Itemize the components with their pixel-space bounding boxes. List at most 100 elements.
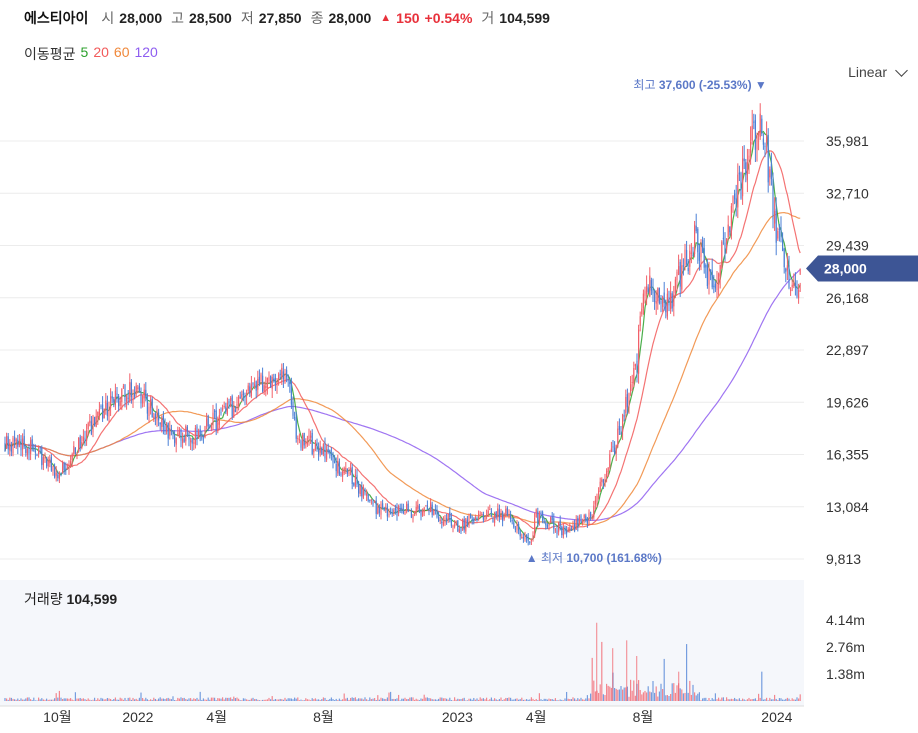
volume-bar	[622, 689, 624, 701]
candle	[796, 280, 798, 299]
candle	[30, 437, 32, 461]
volume-bar	[180, 697, 182, 701]
candle	[407, 500, 409, 513]
volume-bar	[380, 697, 382, 701]
candle	[625, 389, 627, 420]
candle	[305, 438, 307, 449]
volume-bar	[438, 698, 440, 701]
volume-bar	[580, 697, 582, 701]
candle	[201, 430, 203, 441]
volume-bar	[210, 697, 212, 701]
candle	[6, 432, 8, 449]
candle	[774, 197, 776, 231]
candle	[231, 394, 233, 421]
candle	[302, 432, 304, 451]
volume-bar	[142, 697, 144, 701]
candle	[95, 409, 97, 428]
volume-bar	[193, 698, 195, 701]
candle	[530, 538, 532, 546]
candle	[87, 421, 89, 437]
volume-bar	[503, 699, 505, 701]
volume-bar	[540, 699, 542, 701]
candle	[687, 259, 689, 275]
current-price-label: 28,000	[824, 260, 867, 276]
candle	[409, 510, 411, 512]
candle	[382, 499, 384, 510]
candle	[46, 456, 48, 469]
candle	[127, 389, 129, 406]
volume-bar	[318, 699, 320, 701]
volume-bar	[362, 699, 364, 701]
volume-bar	[422, 698, 424, 701]
candle	[377, 502, 379, 515]
volume-bar	[553, 699, 555, 701]
volume-bar	[231, 699, 233, 701]
volume-bar	[495, 699, 497, 701]
volume-bar	[684, 692, 686, 701]
volume-bar	[639, 689, 641, 701]
volume-bar	[742, 698, 744, 701]
volume-bar	[338, 698, 340, 701]
volume-bar	[270, 699, 272, 701]
candle	[666, 288, 668, 320]
candle	[129, 373, 131, 403]
volume-bar	[148, 700, 150, 701]
volume-bar	[7, 699, 9, 701]
candle	[438, 511, 440, 523]
volume-bar	[740, 700, 742, 701]
candle	[65, 462, 67, 475]
candle	[82, 429, 84, 445]
candle	[383, 506, 385, 512]
volume-bar	[28, 697, 30, 701]
candle	[7, 432, 9, 455]
candle	[18, 433, 20, 448]
x-tick-label: 2023	[442, 709, 473, 725]
candle	[751, 109, 753, 145]
candle	[108, 401, 110, 423]
volume-bar	[444, 698, 446, 701]
candle	[370, 498, 372, 505]
candle	[279, 369, 281, 380]
candle	[441, 518, 443, 529]
volume-bar	[143, 699, 145, 701]
volume-bar	[154, 698, 156, 701]
candle	[606, 468, 608, 483]
volume-tick-label: 4.14m	[826, 612, 865, 628]
candle	[199, 425, 201, 442]
volume-bar	[535, 698, 537, 701]
candle	[738, 165, 740, 182]
volume-bar	[282, 699, 284, 701]
candle	[9, 439, 11, 457]
candles	[4, 103, 801, 546]
candle	[271, 374, 273, 399]
candle	[566, 525, 568, 538]
ma-20-label: 20	[93, 44, 109, 60]
volume-bar	[385, 699, 387, 701]
volume-bar	[62, 699, 64, 701]
candle	[374, 500, 376, 504]
volume-bar	[375, 700, 377, 701]
candle	[255, 380, 257, 399]
volume-bar	[676, 685, 678, 701]
candle	[670, 281, 672, 314]
candle	[282, 363, 284, 388]
volume-bar	[212, 697, 214, 701]
candle	[113, 396, 115, 408]
volume-bar	[636, 656, 638, 701]
volume-bar	[678, 671, 680, 701]
volume-bar	[606, 683, 608, 701]
volume-bar	[63, 698, 65, 701]
candle	[362, 484, 364, 500]
candle	[327, 443, 329, 454]
volume-bar	[377, 695, 379, 701]
scale-selector[interactable]: Linear	[848, 63, 908, 80]
candle	[450, 512, 452, 528]
change-percent: +0.54%	[424, 10, 473, 26]
y-tick-label: 26,168	[826, 290, 869, 306]
high-annotation: 최고 37,600 (-25.53%) ▼	[633, 78, 766, 92]
candle	[500, 508, 502, 520]
candle	[447, 513, 449, 523]
candle	[311, 429, 313, 456]
candle	[321, 446, 323, 456]
